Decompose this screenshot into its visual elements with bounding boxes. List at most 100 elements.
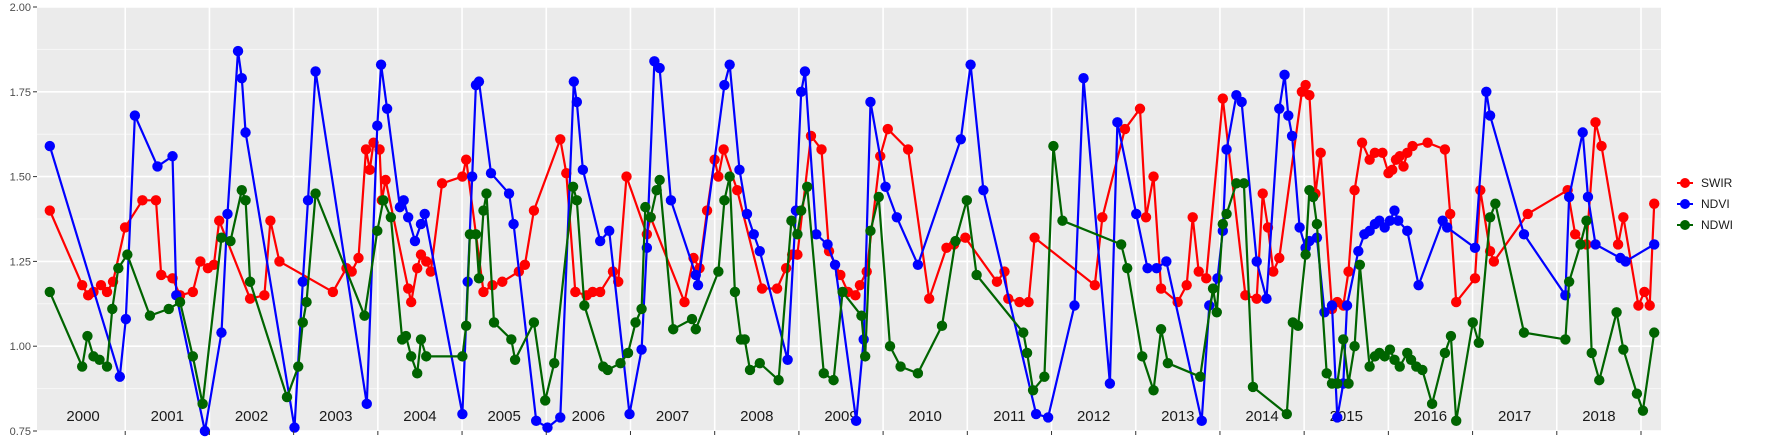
data-point-ndwi bbox=[961, 195, 973, 206]
year-label: 2017 bbox=[1498, 408, 1531, 425]
data-point-ndwi bbox=[1048, 140, 1059, 152]
data-point-swir bbox=[1618, 212, 1629, 223]
data-point-ndwi bbox=[1238, 178, 1250, 189]
data-point-ndwi bbox=[1292, 320, 1304, 332]
data-point-swir bbox=[1251, 293, 1262, 304]
data-point-ndwi bbox=[1162, 357, 1174, 369]
data-point-ndwi bbox=[802, 181, 813, 192]
data-point-ndwi bbox=[895, 361, 906, 372]
data-point-ndvi bbox=[372, 120, 383, 131]
data-point-ndwi bbox=[1211, 307, 1222, 318]
data-point-ndvi bbox=[415, 218, 427, 230]
data-point-ndwi bbox=[636, 303, 647, 315]
data-point-swir bbox=[1596, 140, 1607, 152]
data-point-swir bbox=[1023, 296, 1034, 308]
data-point-ndvi bbox=[402, 212, 414, 223]
data-point-ndwi bbox=[724, 171, 735, 182]
data-point-swir bbox=[718, 144, 729, 155]
year-label: 2000 bbox=[66, 408, 99, 425]
data-point-ndvi bbox=[912, 259, 924, 270]
data-point-ndvi bbox=[1590, 239, 1601, 250]
data-point-ndvi bbox=[409, 235, 421, 247]
data-point-ndvi bbox=[865, 96, 876, 108]
data-point-swir bbox=[1268, 266, 1279, 277]
data-point-ndwi bbox=[1611, 307, 1622, 318]
data-point-ndwi bbox=[622, 347, 634, 359]
data-point-ndwi bbox=[912, 368, 924, 379]
data-point-ndvi bbox=[1393, 215, 1404, 226]
data-point-ndwi bbox=[1195, 371, 1206, 382]
data-point-ndvi bbox=[1353, 246, 1364, 257]
data-point-ndvi bbox=[1441, 222, 1453, 233]
data-point-ndvi bbox=[485, 168, 497, 179]
data-point-swir bbox=[405, 296, 417, 308]
data-point-swir bbox=[854, 279, 866, 291]
data-point-ndvi bbox=[398, 195, 409, 206]
data-point-ndvi bbox=[232, 45, 244, 57]
data-point-swir bbox=[1349, 184, 1360, 196]
data-point-ndwi bbox=[509, 354, 521, 365]
data-point-swir bbox=[1274, 252, 1285, 264]
data-point-ndwi bbox=[1343, 378, 1354, 389]
data-point-ndwi bbox=[1247, 381, 1259, 393]
data-point-ndwi bbox=[144, 310, 156, 321]
data-point-ndwi bbox=[1618, 344, 1629, 355]
data-point-swir bbox=[792, 249, 803, 260]
data-point-ndwi bbox=[754, 357, 765, 369]
data-point-ndwi bbox=[686, 313, 698, 325]
data-point-ndwi bbox=[405, 351, 417, 362]
data-point-ndwi bbox=[1575, 239, 1586, 250]
data-point-swir bbox=[923, 293, 935, 304]
data-point-swir bbox=[208, 259, 220, 270]
data-point-ndvi bbox=[503, 188, 515, 199]
data-point-swir bbox=[882, 123, 893, 135]
data-point-swir bbox=[497, 276, 508, 287]
data-point-swir bbox=[187, 286, 199, 298]
data-point-swir bbox=[1488, 256, 1500, 267]
data-point-ndvi bbox=[1221, 144, 1232, 155]
data-point-swir bbox=[421, 256, 432, 267]
data-point-ndwi bbox=[1148, 385, 1159, 396]
data-point-ndwi bbox=[856, 310, 867, 321]
data-point-ndwi bbox=[1384, 344, 1396, 355]
year-label: 2008 bbox=[740, 408, 773, 425]
data-point-ndwi bbox=[549, 357, 560, 369]
data-point-swir bbox=[594, 286, 606, 298]
data-point-swir bbox=[1469, 273, 1481, 284]
data-point-ndvi bbox=[1518, 229, 1530, 240]
data-point-ndwi bbox=[1338, 334, 1349, 345]
data-point-swir bbox=[1119, 123, 1131, 135]
data-point-ndvi bbox=[216, 327, 227, 338]
data-point-ndwi bbox=[1281, 408, 1293, 420]
data-point-ndvi bbox=[508, 218, 519, 230]
data-point-swir bbox=[274, 256, 285, 267]
data-point-swir bbox=[1187, 212, 1198, 223]
data-point-ndvi bbox=[361, 398, 372, 410]
data-point-ndvi bbox=[829, 259, 841, 270]
data-point-ndvi bbox=[850, 415, 862, 427]
data-point-ndwi bbox=[1490, 198, 1501, 209]
data-point-swir bbox=[1097, 212, 1108, 223]
data-point-swir bbox=[380, 174, 391, 186]
data-point-swir bbox=[1300, 79, 1311, 91]
data-point-ndwi bbox=[645, 212, 656, 223]
data-point-ndwi bbox=[1021, 347, 1033, 359]
data-point-swir bbox=[156, 269, 167, 281]
data-point-ndvi bbox=[240, 127, 251, 138]
data-point-ndvi bbox=[955, 134, 967, 145]
data-point-ndwi bbox=[729, 286, 741, 298]
data-point-ndwi bbox=[415, 334, 427, 345]
year-label: 2006 bbox=[572, 408, 605, 425]
data-point-ndvi bbox=[1413, 279, 1424, 291]
year-label: 2003 bbox=[319, 408, 352, 425]
data-point-ndvi bbox=[1274, 103, 1285, 114]
data-point-ndwi bbox=[615, 357, 626, 369]
data-point-swir bbox=[460, 154, 472, 165]
data-point-swir bbox=[1140, 212, 1152, 223]
data-point-swir bbox=[991, 276, 1003, 287]
data-point-ndwi bbox=[579, 300, 590, 311]
data-point-ndvi bbox=[577, 164, 589, 176]
data-point-ndwi bbox=[378, 195, 389, 206]
y-axis: 0.75 1.00 1.25 1.50 1.75 2.00 bbox=[10, 2, 37, 438]
data-point-swir bbox=[587, 286, 598, 298]
